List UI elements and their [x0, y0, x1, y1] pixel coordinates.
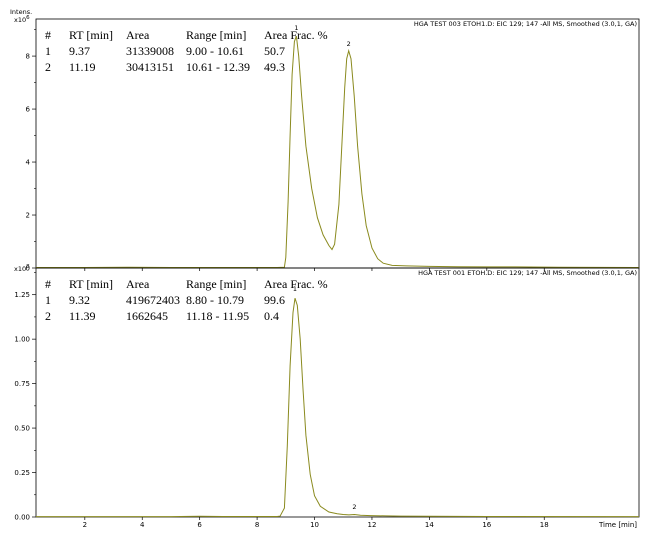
table-header-cell: Area Frac. %	[264, 277, 328, 291]
table-cell: 50.7	[264, 44, 285, 58]
peak-label-2: 2	[347, 40, 351, 48]
x-tick-label: 12	[367, 521, 376, 529]
table-header-cell: RT [min]	[69, 28, 113, 42]
x-tick-label: 4	[140, 521, 145, 529]
y-tick-label: 2	[26, 212, 30, 220]
series-line-1	[36, 298, 640, 518]
table-header-cell: Area	[126, 28, 150, 42]
table-header-cell: Area Frac. %	[264, 28, 328, 42]
chart-panel-1: HGA TEST 003 ETOH1.D: EIC 129; 147 -All …	[10, 8, 640, 273]
y-tick-label: 0.25	[14, 469, 30, 477]
y-tick-label: 0	[26, 265, 30, 273]
x-tick-label: 18	[540, 521, 549, 529]
peak-label-1: 1	[294, 24, 298, 32]
table-cell: 2	[45, 309, 51, 323]
chart-title: HGA TEST 003 ETOH1.D: EIC 129; 147 -All …	[414, 20, 637, 28]
peak-label-2: 2	[352, 503, 356, 511]
table-cell: 11.18 - 11.95	[186, 309, 249, 323]
y-tick-label: 4	[26, 159, 31, 167]
table-cell: 9.32	[69, 293, 90, 307]
table-cell: 1	[45, 44, 51, 58]
table-cell: 49.3	[264, 60, 285, 74]
y-tick-label: 8	[26, 53, 30, 61]
table-cell: 8.80 - 10.79	[186, 293, 244, 307]
plot-frame	[35, 267, 640, 518]
table-cell: 9.37	[69, 44, 90, 58]
table-cell: 31339008	[126, 44, 174, 58]
x-axis-label: Time [min]	[598, 521, 637, 529]
y-tick-label: 1.00	[14, 336, 30, 344]
chart-panel-2: HGA TEST 001 ETOH.D: EIC 129; 147 -All M…	[14, 264, 640, 529]
x-tick-label: 14	[425, 521, 434, 529]
x-tick-label: 6	[197, 521, 202, 529]
table-cell: 10.61 - 12.39	[186, 60, 250, 74]
y-axis-label: Intens.	[10, 8, 32, 16]
y-tick-label: 0.50	[14, 425, 30, 433]
x-tick-label: 10	[310, 521, 319, 529]
table-header-cell: Range [min]	[186, 28, 246, 42]
table-cell: 30413151	[126, 60, 174, 74]
y-axis-exponent: x108	[14, 264, 30, 273]
table-header-cell: RT [min]	[69, 277, 113, 291]
table-cell: 11.19	[69, 60, 96, 74]
x-tick-label: 16	[482, 521, 491, 529]
table-header-cell: Area	[126, 277, 150, 291]
chart-title: HGA TEST 001 ETOH.D: EIC 129; 147 -All M…	[418, 269, 637, 277]
table-cell: 0.4	[264, 309, 279, 323]
y-tick-label: 0.00	[14, 514, 30, 522]
table-header-cell: #	[45, 277, 51, 291]
x-tick-label: 2	[83, 521, 87, 529]
y-axis-exponent: x106	[14, 15, 30, 24]
y-tick-label: 6	[26, 106, 31, 114]
table-cell: 2	[45, 60, 51, 74]
series-line-1	[36, 36, 640, 268]
table-header-cell: Range [min]	[186, 277, 246, 291]
table-cell: 11.39	[69, 309, 96, 323]
table-cell: 9.00 - 10.61	[186, 44, 244, 58]
y-tick-label: 1.25	[14, 291, 30, 299]
table-cell: 99.6	[264, 293, 285, 307]
table-cell: 1	[45, 293, 51, 307]
peak-label-1: 1	[293, 285, 297, 293]
table-header-cell: #	[45, 28, 51, 42]
x-tick-label: 8	[255, 521, 259, 529]
table-cell: 419672403	[126, 293, 180, 307]
y-tick-label: 0.75	[14, 380, 30, 388]
table-cell: 1662645	[126, 309, 168, 323]
